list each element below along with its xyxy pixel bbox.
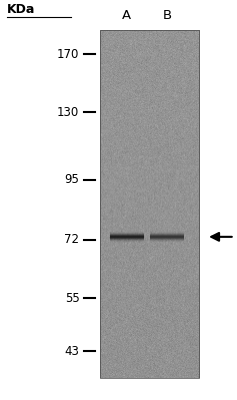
Text: 43: 43: [64, 345, 79, 358]
Text: A: A: [122, 9, 131, 22]
Text: B: B: [163, 9, 172, 22]
Text: KDa: KDa: [7, 3, 36, 16]
Text: 130: 130: [57, 106, 79, 118]
Text: 55: 55: [65, 292, 79, 304]
Bar: [100, 30, 199, 378]
Text: 170: 170: [57, 48, 79, 60]
Text: 95: 95: [64, 173, 79, 186]
Text: 72: 72: [64, 233, 79, 246]
